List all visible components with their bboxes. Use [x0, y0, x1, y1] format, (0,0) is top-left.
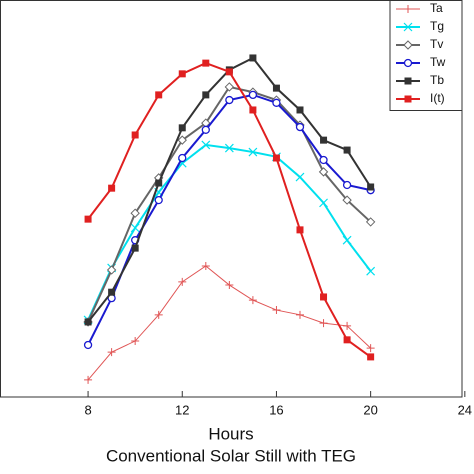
marker [249, 106, 257, 114]
marker [319, 198, 328, 208]
marker [201, 140, 211, 150]
marker [272, 306, 281, 315]
marker [272, 98, 281, 107]
marker [83, 340, 93, 350]
marker [367, 183, 375, 191]
legend-label: Ta [430, 1, 443, 15]
marker [272, 154, 280, 162]
plot-frame [0, 0, 463, 398]
marker [249, 54, 257, 62]
marker [154, 310, 163, 319]
x-tick-label: 8 [84, 402, 91, 417]
marker [178, 70, 186, 78]
marker [84, 318, 92, 326]
marker [343, 336, 351, 344]
marker [178, 277, 187, 286]
legend-label: Tb [430, 73, 444, 87]
marker [366, 344, 375, 353]
marker [366, 266, 376, 276]
marker [320, 136, 328, 144]
marker [248, 296, 257, 305]
legend-marker [403, 58, 413, 68]
marker [155, 91, 163, 99]
marker [202, 91, 210, 99]
marker [131, 244, 139, 252]
marker [224, 82, 235, 92]
x-axis-label: Hours [208, 424, 253, 443]
x-tick-label: 16 [269, 402, 283, 417]
marker [225, 281, 234, 290]
marker [201, 125, 210, 134]
marker [248, 147, 258, 157]
marker [202, 59, 210, 67]
marker [295, 310, 304, 319]
legend-marker [403, 40, 413, 50]
marker [319, 319, 328, 328]
marker [84, 375, 93, 384]
marker [343, 321, 352, 330]
marker [367, 353, 375, 361]
marker [342, 180, 352, 190]
marker [272, 84, 280, 92]
marker [154, 195, 163, 205]
marker [106, 265, 117, 275]
marker [342, 235, 352, 245]
marker [342, 195, 352, 205]
legend-marker [404, 77, 412, 85]
marker [130, 208, 140, 218]
marker [296, 106, 304, 114]
marker [225, 68, 233, 76]
marker [131, 131, 139, 139]
marker [248, 90, 258, 100]
legend-label: Tg [430, 19, 444, 33]
series-line [87, 143, 372, 321]
legend-marker [404, 95, 412, 103]
marker [107, 348, 116, 357]
marker [108, 184, 116, 192]
marker [108, 288, 116, 296]
x-tick-label: 12 [175, 402, 189, 417]
marker [178, 153, 187, 163]
legend-marker [403, 22, 413, 32]
marker [225, 95, 234, 105]
legend-label: Tv [430, 37, 443, 51]
legend-label: I(t) [430, 91, 445, 105]
marker [295, 172, 305, 182]
legend-box [389, 0, 463, 111]
x-tick-label: 24 [458, 402, 472, 417]
marker [201, 261, 210, 270]
marker [130, 223, 140, 233]
chart-title: Conventional Solar Still with TEG [106, 446, 356, 465]
marker [131, 337, 140, 346]
marker [178, 124, 186, 132]
marker [177, 135, 187, 145]
marker [84, 215, 92, 223]
x-tick-label: 20 [363, 402, 377, 417]
marker [155, 179, 163, 187]
marker [319, 155, 328, 165]
marker [365, 217, 376, 227]
legend-marker [404, 5, 412, 13]
marker [343, 146, 351, 154]
marker [224, 143, 234, 153]
marker [318, 167, 329, 177]
marker [296, 226, 304, 234]
marker [295, 122, 305, 132]
legend-label: Tw [430, 55, 446, 69]
marker [320, 293, 328, 301]
